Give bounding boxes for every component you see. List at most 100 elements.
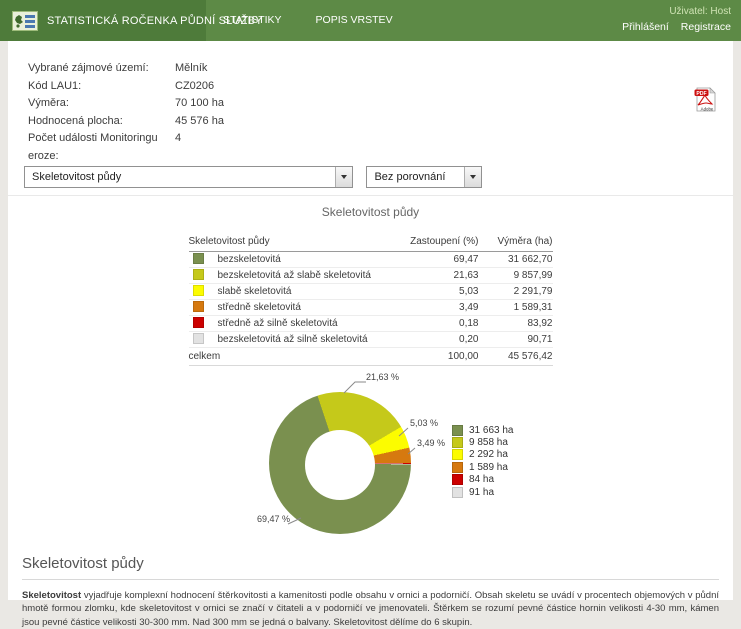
info-row: Hodnocená plocha:45 576 ha <box>28 113 733 131</box>
info-section: Vybrané zájmové území:MělníkKód LAU1:CZ0… <box>8 41 733 165</box>
info-row: Počet události Monitoringu eroze:4 <box>28 130 733 165</box>
controls-row: Skeletovitost půdy Bez porovnání <box>8 165 733 196</box>
donut-hole <box>305 430 375 500</box>
slice-label: 21,63 % <box>366 372 399 382</box>
info-row: Kód LAU1:CZ0206 <box>28 78 733 96</box>
table-header-area: Výměra (ha) <box>479 234 553 252</box>
color-swatch <box>193 301 204 312</box>
color-swatch <box>193 333 204 344</box>
table-total-row: celkem 100,00 45 576,42 <box>189 348 553 366</box>
color-swatch <box>193 269 204 280</box>
legend-label: 84 ha <box>469 474 494 485</box>
description-paragraph: Skeletovitost vyjadřuje komplexní hodnoc… <box>22 589 719 629</box>
table-cell-category: slabě skeletovitá <box>189 284 409 300</box>
pdf-download-icon[interactable]: PDF Adobe <box>694 85 717 114</box>
table-row: středně až silně skeletovitá0,1883,92 <box>189 316 553 332</box>
slice-label: 5,03 % <box>410 418 438 428</box>
legend-item: 9 858 ha <box>452 436 514 448</box>
pdf-icon-sublabel: Adobe <box>701 107 714 112</box>
legend-item: 31 663 ha <box>452 424 514 436</box>
legend-swatch <box>452 474 463 485</box>
table-cell-area: 1 589,31 <box>479 300 553 316</box>
legend-label: 91 ha <box>469 487 494 498</box>
color-swatch <box>193 285 204 296</box>
user-area: Uživatel: Host PřihlášeníRegistrace <box>610 0 741 41</box>
description-section: Skeletovitost půdy Skeletovitost vyjadřu… <box>8 541 733 629</box>
stats-table: Skeletovitost půdy Zastoupení (%) Výměra… <box>189 234 553 366</box>
legend-swatch <box>452 487 463 498</box>
donut-chart-area: 69,47 % 21,63 % 5,03 % 3,49 % 31 663 ha9 85… <box>8 369 733 541</box>
legend-item: 91 ha <box>452 486 514 498</box>
info-row-value: Mělník <box>175 60 207 78</box>
chart-section: Skeletovitost půdy Skeletovitost půdy Za… <box>8 205 733 541</box>
brand[interactable]: STATISTICKÁ ROČENKA PŮDNÍ SLUŽBY <box>0 0 206 41</box>
table-cell-percent: 3,49 <box>409 300 479 316</box>
slice-label: 3,49 % <box>417 438 445 448</box>
compare-select-value: Bez porovnání <box>367 171 452 183</box>
compare-select[interactable]: Bez porovnání <box>366 166 482 188</box>
info-row-label: Hodnocená plocha: <box>28 113 175 131</box>
legend-label: 31 663 ha <box>469 425 514 436</box>
layer-select-value: Skeletovitost půdy <box>25 171 128 183</box>
navbar: STATISTICKÁ ROČENKA PŮDNÍ SLUŽBY STATIST… <box>0 0 741 41</box>
table-cell-area: 83,92 <box>479 316 553 332</box>
total-percent: 100,00 <box>409 348 479 366</box>
layer-select[interactable]: Skeletovitost půdy <box>24 166 353 188</box>
auth-link[interactable]: Přihlášení <box>622 21 669 33</box>
table-cell-area: 31 662,70 <box>479 252 553 268</box>
table-row: bezskeletovitá až silně skeletovitá0,209… <box>189 332 553 348</box>
legend-label: 9 858 ha <box>469 437 508 448</box>
table-cell-area: 2 291,79 <box>479 284 553 300</box>
info-row-value: 4 <box>175 130 181 165</box>
chart-title: Skeletovitost půdy <box>8 205 733 219</box>
compare-select-dropdown-button[interactable] <box>464 167 481 187</box>
layer-select-dropdown-button[interactable] <box>335 167 352 187</box>
description-heading: Skeletovitost půdy <box>22 555 719 580</box>
table-header-row: Skeletovitost půdy Zastoupení (%) Výměra… <box>189 234 553 252</box>
legend-swatch <box>452 437 463 448</box>
table-header-category: Skeletovitost půdy <box>189 234 409 252</box>
table-cell-percent: 5,03 <box>409 284 479 300</box>
table-row: slabě skeletovitá5,032 291,79 <box>189 284 553 300</box>
color-swatch <box>193 317 204 328</box>
table-cell-percent: 0,20 <box>409 332 479 348</box>
menu-item[interactable]: POPIS VRSTEV <box>299 0 410 41</box>
total-area: 45 576,42 <box>479 348 553 366</box>
table-cell-area: 9 857,99 <box>479 268 553 284</box>
table-cell-area: 90,71 <box>479 332 553 348</box>
color-swatch <box>193 253 204 264</box>
table-row: bezskeletovitá až slabě skeletovitá21,63… <box>189 268 553 284</box>
pdf-icon-label: PDF <box>696 91 706 97</box>
info-row-value: CZ0206 <box>175 78 214 96</box>
info-row: Vybrané zájmové území:Mělník <box>28 60 733 78</box>
info-row-label: Kód LAU1: <box>28 78 175 96</box>
legend-item: 2 292 ha <box>452 449 514 461</box>
slice-label: 69,47 % <box>257 514 290 524</box>
legend-swatch <box>452 425 463 436</box>
legend-label: 2 292 ha <box>469 449 508 460</box>
chevron-down-icon <box>341 175 347 179</box>
info-row-label: Výměra: <box>28 95 175 113</box>
info-row-label: Vybrané zájmové území: <box>28 60 175 78</box>
chevron-down-icon <box>470 175 476 179</box>
table-header-percent: Zastoupení (%) <box>409 234 479 252</box>
info-row: Výměra:70 100 ha <box>28 95 733 113</box>
total-label: celkem <box>189 348 409 366</box>
menu-item[interactable]: STATISTIKY <box>206 0 299 41</box>
nav-menu: STATISTIKYPOPIS VRSTEV <box>206 0 410 41</box>
donut-legend: 31 663 ha9 858 ha2 292 ha 1 589 ha84 ha 91… <box>452 424 514 498</box>
legend-item: 1 589 ha <box>452 461 514 473</box>
info-rows: Vybrané zájmové území:MělníkKód LAU1:CZ0… <box>28 60 733 165</box>
table-row: bezskeletovitá69,4731 662,70 <box>189 252 553 268</box>
app-logo-icon <box>12 11 38 31</box>
legend-label: 1 589 ha <box>469 462 508 473</box>
table-cell-category: bezskeletovitá až silně skeletovitá <box>189 332 409 348</box>
content-area: Vybrané zájmové území:MělníkKód LAU1:CZ0… <box>8 41 733 600</box>
info-row-label: Počet události Monitoringu eroze: <box>28 130 175 165</box>
auth-link[interactable]: Registrace <box>681 21 731 33</box>
info-row-value: 70 100 ha <box>175 95 224 113</box>
auth-links: Přihlášení Registrace <box>610 17 731 34</box>
table-cell-percent: 69,47 <box>409 252 479 268</box>
legend-swatch <box>452 449 463 460</box>
table-cell-category: středně až silně skeletovitá <box>189 316 409 332</box>
